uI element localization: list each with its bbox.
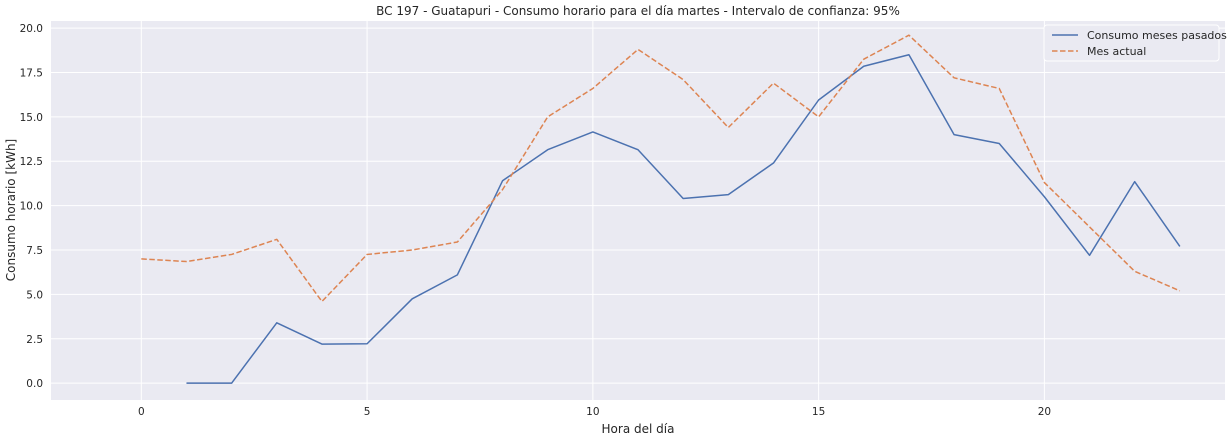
x-tick-label: 0 xyxy=(138,406,145,418)
y-tick-label: 10.0 xyxy=(20,201,43,213)
series-line-mes-actual xyxy=(141,34,1181,303)
y-tick-label: 12.5 xyxy=(20,156,43,168)
legend: Consumo meses pasados Mes actual xyxy=(1043,24,1227,62)
y-tick-label: 7.5 xyxy=(26,245,43,257)
x-tick-label: 15 xyxy=(812,406,825,418)
series-line-consumo-meses-pasados xyxy=(186,53,1181,384)
y-axis-ticks: 0.0 2.5 5.0 7.5 10.0 12.5 15.0 17.5 20.0 xyxy=(20,23,43,390)
y-tick-label: 20.0 xyxy=(20,23,43,35)
series-lines xyxy=(141,34,1181,384)
plot-area xyxy=(51,21,1225,400)
x-tick-label: 10 xyxy=(586,406,599,418)
x-tick-label: 20 xyxy=(1038,406,1051,418)
legend-label-mes-actual: Mes actual xyxy=(1087,45,1146,58)
x-tick-label: 5 xyxy=(364,406,371,418)
x-axis-ticks: 0 5 10 15 20 xyxy=(138,406,1051,418)
y-tick-label: 2.5 xyxy=(26,334,43,346)
grid xyxy=(51,21,1225,400)
x-axis-label: Hora del día xyxy=(602,422,675,436)
legend-box xyxy=(1043,24,1220,62)
y-tick-label: 17.5 xyxy=(20,67,43,79)
y-tick-label: 0.0 xyxy=(26,378,43,390)
y-tick-label: 5.0 xyxy=(26,289,43,301)
legend-label-consumo-meses-pasados: Consumo meses pasados xyxy=(1087,29,1227,42)
y-axis-label: Consumo horario [kWh] xyxy=(4,139,18,281)
chart-title: BC 197 - Guatapuri - Consumo horario par… xyxy=(376,4,900,18)
y-tick-label: 15.0 xyxy=(20,112,43,124)
